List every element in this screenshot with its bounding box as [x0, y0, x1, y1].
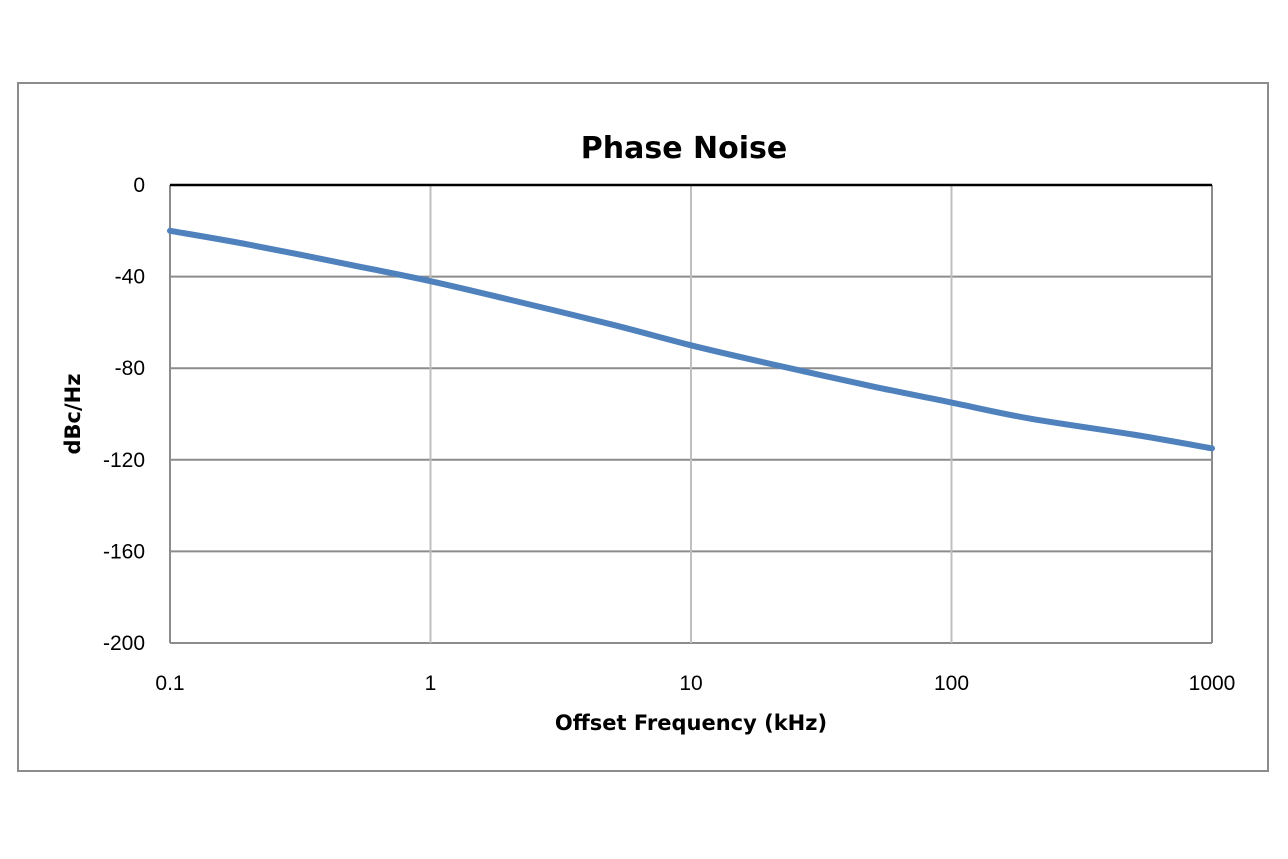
x-axis-title: Offset Frequency (kHz) — [555, 711, 827, 735]
y-tick-label: -80 — [115, 357, 145, 380]
y-tick-label: -200 — [103, 632, 145, 655]
y-tick-label: -120 — [103, 449, 145, 472]
x-tick-label: 1 — [425, 672, 437, 695]
series-group — [167, 227, 1215, 452]
y-axis-title: dBc/Hz — [61, 374, 85, 455]
grid-lines — [170, 185, 1212, 644]
chart-frame — [17, 82, 1269, 772]
x-tick-label: 1000 — [1189, 672, 1236, 695]
y-tick-label: 0 — [133, 174, 145, 197]
axes — [169, 183, 1213, 643]
y-tick-labels: 0 -40 -80 -120 -160 -200 — [103, 174, 145, 655]
series-line — [167, 227, 1215, 452]
chart-title: Phase Noise — [581, 131, 787, 166]
x-tick-label: 0.1 — [155, 672, 184, 695]
y-tick-label: -40 — [115, 266, 145, 289]
x-tick-label: 10 — [679, 672, 702, 695]
x-tick-labels: 0.1 1 10 100 1000 — [155, 672, 1235, 695]
x-tick-label: 100 — [934, 672, 969, 695]
y-tick-label: -160 — [103, 540, 145, 563]
